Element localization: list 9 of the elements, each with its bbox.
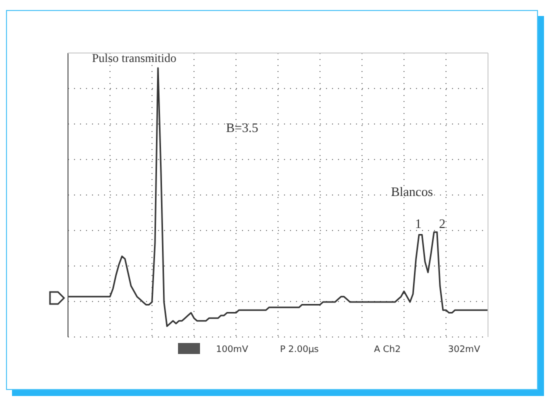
annotation: Blancos (391, 184, 433, 199)
annotation: 1 (415, 216, 422, 231)
text: 302mV (448, 345, 481, 355)
text: A Ch2 (374, 345, 401, 355)
text: 100mV (216, 345, 249, 355)
annotation: B=3.5 (226, 120, 258, 135)
text: Pulso transmitido (92, 51, 176, 65)
text: P 2.00µs (280, 345, 320, 355)
annotation: 2 (439, 216, 446, 231)
